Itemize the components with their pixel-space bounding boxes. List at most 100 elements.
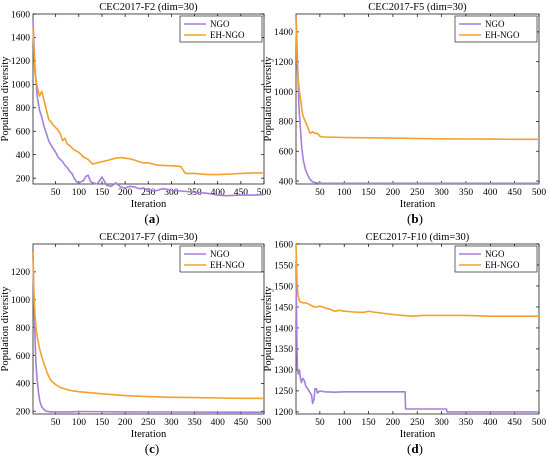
series-line-eh-ngo xyxy=(32,252,265,400)
series-line-ngo xyxy=(32,19,265,197)
x-tick-label: 200 xyxy=(386,418,401,428)
x-tick-label: 100 xyxy=(337,418,352,428)
x-tick-label: 300 xyxy=(434,188,449,198)
y-tick-label: 1000 xyxy=(11,296,30,306)
caption-c: (c) xyxy=(144,441,160,456)
y-tick-label: 600 xyxy=(16,352,31,362)
chart-panel-0: 50 100 150 200 250 300 350 400 450 50020040060080… xyxy=(0,2,271,210)
y-tick-label: 1200 xyxy=(11,268,30,278)
y-tick-label: 600 xyxy=(279,147,294,157)
y-axis-label: Population diversity xyxy=(263,56,274,142)
series-line-ngo xyxy=(295,264,539,413)
y-tick-label: 1200 xyxy=(11,57,30,67)
legend-box xyxy=(179,15,263,43)
x-tick-label: 350 xyxy=(459,188,474,198)
plot-area xyxy=(295,13,540,185)
x-tick-label: 150 xyxy=(361,418,376,428)
y-tick-label: 1400 xyxy=(11,34,30,44)
y-tick-label: 400 xyxy=(16,380,31,390)
chart-title: CEC2017-F10 (dim=30) xyxy=(366,232,470,243)
x-tick-label: 400 xyxy=(211,188,226,198)
caption-a: (a) xyxy=(144,211,160,226)
y-tick-label: 1200 xyxy=(274,58,293,68)
series-line-eh-ngo xyxy=(295,16,539,141)
caption-d: (d) xyxy=(407,441,423,456)
legend-entry: NGO xyxy=(210,249,230,259)
legend-box xyxy=(454,245,538,273)
y-axis-label: Population diversity xyxy=(263,286,274,372)
x-tick-label: 500 xyxy=(257,418,272,428)
x-axis-label: Iteration xyxy=(131,429,167,440)
y-tick-label: 200 xyxy=(16,174,31,184)
x-tick-label: 50 xyxy=(51,188,61,198)
y-tick-label: 1350 xyxy=(274,345,293,355)
plot-area xyxy=(32,243,265,415)
x-tick-label: 250 xyxy=(141,418,156,428)
x-tick-label: 50 xyxy=(51,418,61,428)
y-tick-label: 1550 xyxy=(274,261,293,271)
x-tick-label: 50 xyxy=(315,188,325,198)
series-line-eh-ngo xyxy=(32,28,264,176)
plot-area xyxy=(32,13,265,185)
series-line-ngo xyxy=(32,253,264,414)
chart-title: CEC2017-F7 (dim=30) xyxy=(99,232,198,243)
x-tick-label: 200 xyxy=(386,188,401,198)
y-tick-label: 1200 xyxy=(274,408,293,418)
y-tick-label: 1400 xyxy=(274,28,293,38)
x-tick-label: 450 xyxy=(508,418,523,428)
legend-entry: NGO xyxy=(485,249,505,259)
x-tick-label: 250 xyxy=(410,418,425,428)
chart-panel-1: 50 100 150 200 250 300 350 400 450 500 400 600 800 10… xyxy=(263,2,546,210)
x-tick-label: 250 xyxy=(141,188,156,198)
chart-panel-2: 50 100 150 200 250 300 350 400 450 500 200 400 600 80… xyxy=(0,232,271,440)
y-tick-label: 1000 xyxy=(274,88,293,98)
x-tick-label: 50 xyxy=(315,418,325,428)
legend-box xyxy=(179,245,263,273)
x-tick-label: 200 xyxy=(118,188,133,198)
x-axis-label: Iteration xyxy=(400,199,436,210)
y-tick-label: 1600 xyxy=(274,240,293,250)
x-tick-label: 500 xyxy=(532,418,547,428)
y-tick-label: 800 xyxy=(16,104,31,114)
y-tick-label: 400 xyxy=(279,177,294,187)
legend-entry: EH-NGO xyxy=(210,260,245,270)
legend-box xyxy=(454,15,538,43)
legend-entry: EH-NGO xyxy=(210,30,245,40)
chart-panel-3: 50 100 150 200 250 300 350 400 450 500 1200 1250 130… xyxy=(263,232,546,440)
y-tick-label: 1300 xyxy=(274,366,293,376)
x-tick-label: 350 xyxy=(187,418,202,428)
x-tick-label: 150 xyxy=(95,418,110,428)
chart-title: CEC2017-F2 (dim=30) xyxy=(99,2,198,13)
x-tick-label: 100 xyxy=(72,188,87,198)
y-tick-label: 200 xyxy=(16,408,31,418)
legend-entry: NGO xyxy=(210,19,230,29)
x-axis-label: Iteration xyxy=(131,199,167,210)
x-tick-label: 450 xyxy=(234,188,249,198)
legend-entry: EH-NGO xyxy=(485,260,520,270)
x-tick-label: 400 xyxy=(211,418,226,428)
x-tick-label: 150 xyxy=(95,188,110,198)
x-tick-label: 150 xyxy=(361,188,376,198)
x-tick-label: 500 xyxy=(257,188,272,198)
y-axis-label: Population diversity xyxy=(0,286,11,372)
x-tick-label: 300 xyxy=(164,188,179,198)
series-line-eh-ngo xyxy=(295,243,539,318)
x-tick-label: 250 xyxy=(410,188,425,198)
chart-title: CEC2017-F5 (dim=30) xyxy=(368,2,467,13)
legend-entry: EH-NGO xyxy=(485,30,520,40)
x-tick-label: 400 xyxy=(483,418,498,428)
y-tick-label: 1400 xyxy=(274,324,293,334)
y-tick-label: 1250 xyxy=(274,387,293,397)
x-tick-label: 300 xyxy=(434,418,449,428)
x-tick-label: 500 xyxy=(532,188,547,198)
y-tick-label: 400 xyxy=(16,151,31,161)
x-tick-label: 350 xyxy=(459,418,474,428)
series-line-ngo xyxy=(295,15,539,185)
caption-b: (b) xyxy=(407,211,423,226)
x-tick-label: 100 xyxy=(72,418,87,428)
